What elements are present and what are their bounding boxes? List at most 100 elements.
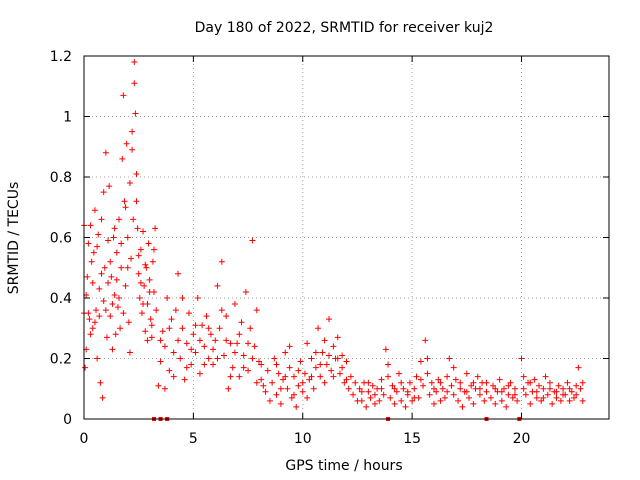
data-point: [339, 364, 346, 371]
y-tick-label: 0.4: [50, 291, 72, 307]
data-point: [483, 388, 490, 395]
data-point: [312, 349, 319, 356]
data-point: [542, 373, 549, 380]
data-point: [483, 379, 490, 386]
data-point: [573, 382, 580, 389]
data-point: [192, 322, 199, 329]
data-point: [125, 319, 132, 326]
data-point: [98, 216, 105, 223]
data-point: [161, 385, 168, 392]
data-point: [417, 376, 424, 383]
y-tick-label: 0: [63, 412, 72, 428]
data-point: [116, 295, 122, 301]
data-point: [295, 367, 302, 374]
data-point: [527, 379, 534, 386]
data-point: [117, 325, 124, 332]
data-point: [468, 382, 475, 389]
data-point: [140, 301, 147, 308]
data-point: [86, 316, 93, 323]
data-point: [476, 385, 483, 392]
data-point: [291, 373, 297, 380]
data-point: [103, 334, 110, 341]
data-point: [511, 385, 518, 392]
data-point: [367, 394, 374, 401]
data-point: [223, 313, 230, 320]
data-point: [87, 331, 94, 338]
data-point: [113, 276, 120, 283]
data-point: [400, 385, 407, 392]
data-point: [284, 385, 291, 392]
data-point: [424, 370, 431, 377]
data-point: [107, 313, 114, 320]
data-point: [426, 391, 433, 398]
data-point: [142, 261, 149, 268]
data-point: [579, 379, 586, 386]
x-tick-label: 0: [80, 431, 89, 447]
data-point: [417, 358, 424, 365]
data-point: [190, 331, 197, 338]
data-point: [533, 388, 540, 395]
data-point: [319, 349, 326, 356]
data-point: [474, 373, 481, 380]
data-point: [194, 295, 201, 301]
data-point: [301, 370, 308, 377]
data-point: [121, 198, 128, 205]
data-point: [88, 258, 95, 265]
data-point: [503, 403, 510, 410]
data-point: [406, 379, 413, 386]
data-point: [409, 397, 416, 404]
data-point: [91, 319, 98, 326]
data-point: [527, 400, 534, 407]
data-point: [568, 388, 575, 395]
data-point: [470, 400, 477, 407]
data-point: [297, 358, 304, 365]
data-point: [444, 388, 451, 395]
data-point: [256, 358, 262, 365]
data-point: [135, 252, 142, 259]
data-point: [546, 385, 553, 392]
data-point: [133, 170, 140, 177]
data-point: [402, 403, 409, 410]
data-point: [212, 337, 219, 344]
data-point: [577, 385, 584, 392]
data-point: [102, 307, 109, 314]
data-point: [531, 376, 538, 383]
data-point: [358, 388, 365, 395]
x-tick-label: 15: [403, 431, 421, 447]
data-point: [317, 373, 324, 380]
data-point: [345, 385, 352, 392]
data-point: [112, 331, 119, 338]
data-point: [507, 379, 514, 386]
data-point: [533, 394, 540, 401]
data-point: [205, 325, 212, 332]
data-point: [457, 379, 464, 386]
data-point: [196, 370, 203, 377]
data-point: [131, 80, 138, 87]
data-point: [236, 331, 243, 338]
data-point: [280, 376, 287, 383]
data-point: [378, 385, 385, 392]
data-point: [236, 373, 243, 380]
data-point: [518, 355, 525, 362]
data-point: [207, 331, 214, 338]
data-point: [188, 361, 195, 368]
data-point: [108, 273, 115, 280]
data-point: [277, 385, 284, 392]
data-point: [566, 397, 573, 404]
data-point: [155, 382, 162, 389]
data-point: [100, 298, 107, 305]
data-point: [286, 343, 293, 350]
data-point: [151, 246, 157, 253]
data-point: [170, 349, 177, 356]
data-point: [181, 376, 188, 383]
data-point: [330, 373, 337, 380]
data-point: [111, 291, 118, 298]
data-point: [306, 376, 313, 383]
data-point: [90, 249, 97, 256]
data-point: [128, 255, 135, 262]
data-point: [82, 364, 89, 371]
data-point: [275, 370, 282, 377]
y-tick-label: 0.8: [50, 170, 72, 186]
data-point: [435, 376, 442, 383]
data-point: [93, 307, 100, 314]
